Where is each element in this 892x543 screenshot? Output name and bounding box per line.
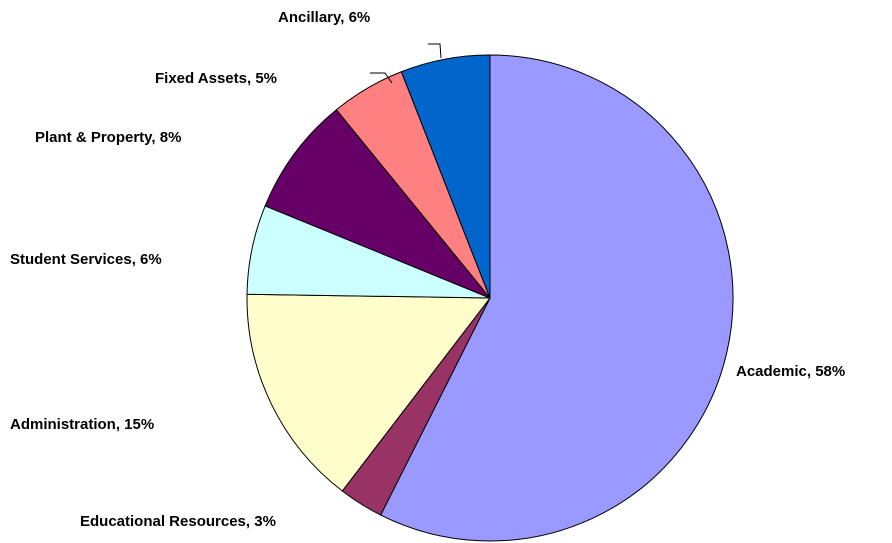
pie-slice (246, 293, 492, 492)
pie-slice (380, 54, 734, 542)
slice-label: Ancillary, 6% (278, 9, 370, 26)
pie-slice (264, 109, 491, 299)
slice-label: Fixed Assets, 5% (155, 70, 277, 87)
slice-label: Student Services, 6% (10, 251, 162, 268)
slice-label: Educational Resources, 3% (80, 513, 276, 530)
slice-label: Administration, 15% (10, 416, 154, 433)
pie-slice (400, 54, 491, 299)
leader-line (428, 43, 442, 59)
slice-label: Academic, 58% (736, 363, 845, 380)
slice-label: Plant & Property, 8% (35, 129, 181, 146)
leader-line (370, 72, 393, 84)
